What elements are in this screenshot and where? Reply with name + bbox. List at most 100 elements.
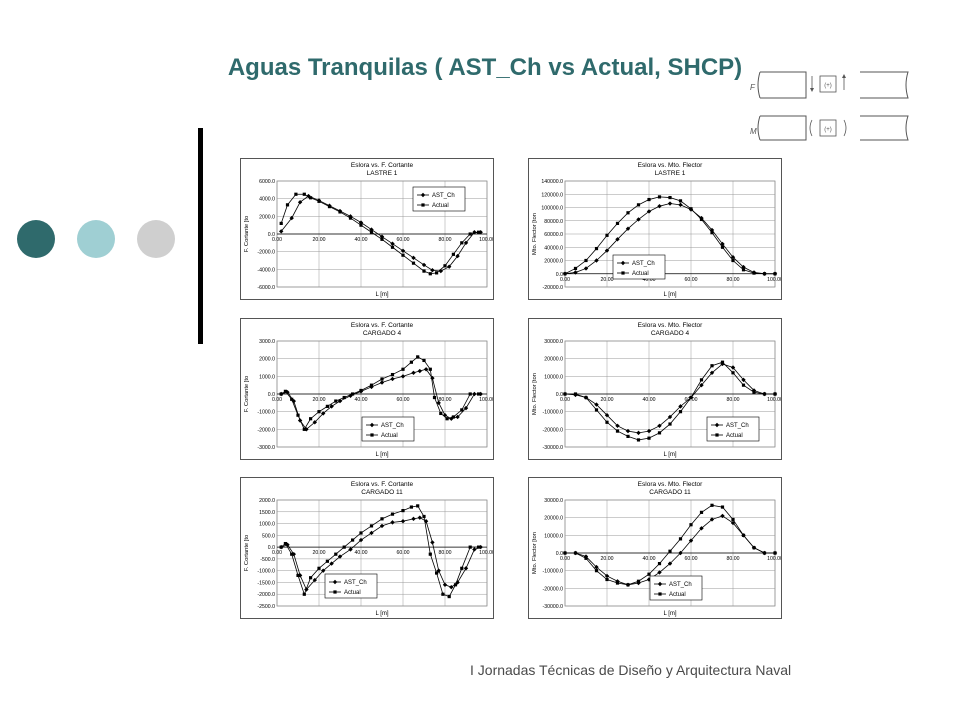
data-point: [647, 572, 651, 576]
data-point: [615, 581, 620, 585]
data-point: [435, 571, 439, 575]
data-point: [443, 264, 447, 268]
data-point: [309, 576, 313, 580]
x-tick-label: 40.00: [355, 550, 368, 556]
x-tick-label: 0.00: [272, 550, 282, 556]
legend-swatch-marker: [621, 271, 625, 275]
data-point: [325, 559, 329, 563]
chart-panel-lastre1-moment: Eslora vs. Mto. Flector LASTRE 1 140000.0 1…: [528, 158, 782, 300]
data-point: [699, 217, 704, 222]
data-point: [731, 258, 735, 263]
sketch-op-bottom: (+): [824, 127, 832, 133]
slide-title: Aguas Tranquilas ( AST_Ch vs Actual, SHC…: [227, 54, 743, 81]
data-point: [741, 268, 746, 272]
data-point: [741, 533, 746, 537]
x-tick-label: 80.00: [727, 277, 740, 283]
data-point: [584, 556, 588, 560]
y-tick-label: -3000.0: [257, 445, 275, 451]
data-point: [451, 252, 455, 256]
data-point: [615, 579, 620, 584]
chart-title: Eslora vs. F. Cortante: [351, 481, 414, 488]
data-point: [417, 368, 422, 374]
data-point: [563, 272, 567, 276]
data-point: [428, 552, 432, 556]
data-point: [401, 253, 405, 257]
y-tick-label: 2000.0: [259, 357, 275, 363]
chart-legend: AST_Ch Actual: [706, 416, 760, 442]
y-tick-label: 30000.0: [544, 339, 563, 345]
data-point: [573, 551, 578, 555]
data-point: [636, 579, 641, 583]
data-point: [720, 513, 725, 519]
data-point: [720, 245, 725, 249]
data-point: [741, 383, 746, 387]
data-point: [309, 417, 313, 421]
data-point: [351, 392, 355, 396]
data-point: [667, 561, 673, 566]
data-point: [453, 583, 458, 587]
data-point: [699, 378, 704, 382]
y-tick-label: 80000.0: [544, 219, 563, 225]
x-axis-label: L [m]: [375, 611, 388, 617]
data-point: [720, 361, 725, 367]
x-tick-label: 0.00: [560, 277, 570, 283]
data-point: [411, 370, 416, 375]
data-point: [460, 241, 464, 245]
y-tick-label: 0.0: [556, 551, 563, 557]
data-point: [762, 272, 767, 276]
data-point: [605, 577, 609, 582]
data-point: [348, 214, 353, 219]
data-point: [710, 503, 714, 507]
data-point: [594, 569, 599, 573]
data-point: [594, 402, 599, 407]
data-point: [668, 422, 672, 426]
data-point: [380, 517, 384, 521]
data-point: [436, 400, 441, 406]
data-point: [689, 207, 693, 211]
data-point: [359, 388, 363, 393]
data-point: [573, 392, 578, 396]
data-point: [442, 413, 448, 418]
data-point: [279, 392, 283, 396]
chart-legend: AST_Ch Actual: [649, 575, 703, 601]
x-axis-label: L [m]: [663, 611, 676, 617]
y-tick-label: 6000.0: [259, 179, 275, 185]
data-point: [401, 367, 405, 371]
data-point: [327, 205, 332, 209]
data-point: [401, 509, 405, 513]
y-tick-label: -10000.0: [543, 410, 564, 416]
y-tick-label: 1000.0: [259, 522, 275, 528]
data-point: [636, 430, 641, 436]
x-tick-label: 100.00: [767, 397, 781, 403]
legend-label: AST_Ch: [344, 580, 367, 586]
data-point: [390, 372, 395, 377]
data-point: [678, 410, 683, 414]
y-tick-label: 1000.0: [259, 374, 275, 380]
chart-panel-cargado11-moment: Eslora vs. Mto. Flector CARGADO 11 30000.0…: [528, 477, 782, 619]
data-point: [369, 530, 374, 536]
data-point: [306, 193, 311, 199]
y-tick-label: -4000.0: [257, 267, 275, 273]
data-point: [290, 552, 294, 556]
data-point: [667, 201, 673, 206]
y-tick-label: -30000.0: [543, 604, 564, 610]
data-point: [302, 592, 306, 596]
data-point: [584, 258, 588, 263]
data-point: [636, 438, 641, 442]
data-point: [688, 538, 694, 543]
data-point: [369, 524, 374, 528]
data-point: [460, 566, 464, 570]
data-point: [741, 377, 746, 383]
data-point: [302, 192, 306, 196]
chart-subtitle: LASTRE 1: [655, 170, 686, 177]
data-point: [699, 526, 704, 531]
data-point: [762, 392, 767, 396]
data-point: [657, 562, 662, 566]
data-point: [337, 554, 343, 559]
data-point: [441, 592, 445, 596]
legend-label: AST_Ch: [632, 261, 655, 267]
data-point: [625, 428, 631, 434]
data-point: [463, 240, 469, 246]
data-point: [435, 271, 439, 275]
